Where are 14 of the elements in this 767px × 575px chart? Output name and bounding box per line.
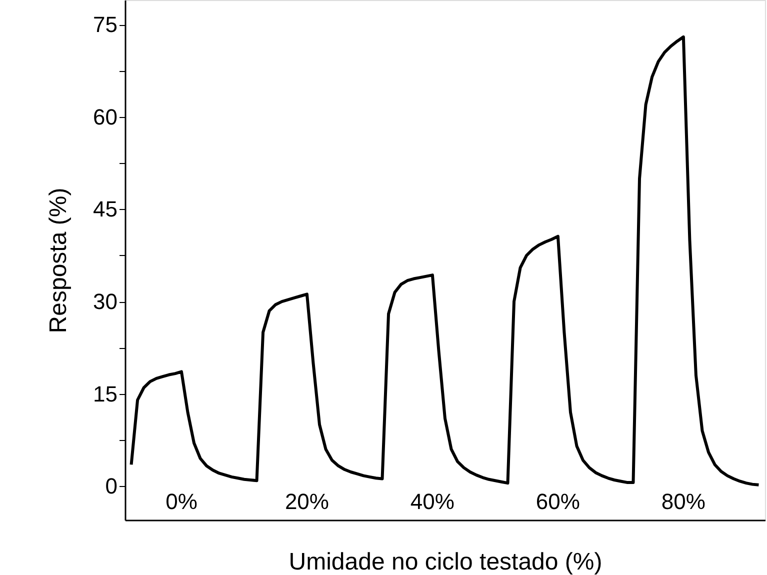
x-axis-title: Umidade no ciclo testado (%) (288, 548, 602, 575)
line-series (130, 35, 760, 486)
y-tick-label: 0 (105, 474, 118, 499)
y-axis-title: Resposta (%) (45, 188, 72, 334)
annotation: 0% (166, 489, 198, 514)
annotation: 40% (410, 489, 454, 514)
y-tick-label: 60 (93, 104, 118, 130)
y-tick-label: 15 (93, 381, 118, 406)
y-tick-label: 75 (93, 12, 118, 38)
y-tick-label: 45 (93, 196, 118, 222)
annotation: 20% (284, 489, 329, 514)
y-tick-label: 30 (93, 289, 118, 314)
annotation: 60% (536, 489, 580, 514)
annotation: 80% (661, 489, 706, 514)
